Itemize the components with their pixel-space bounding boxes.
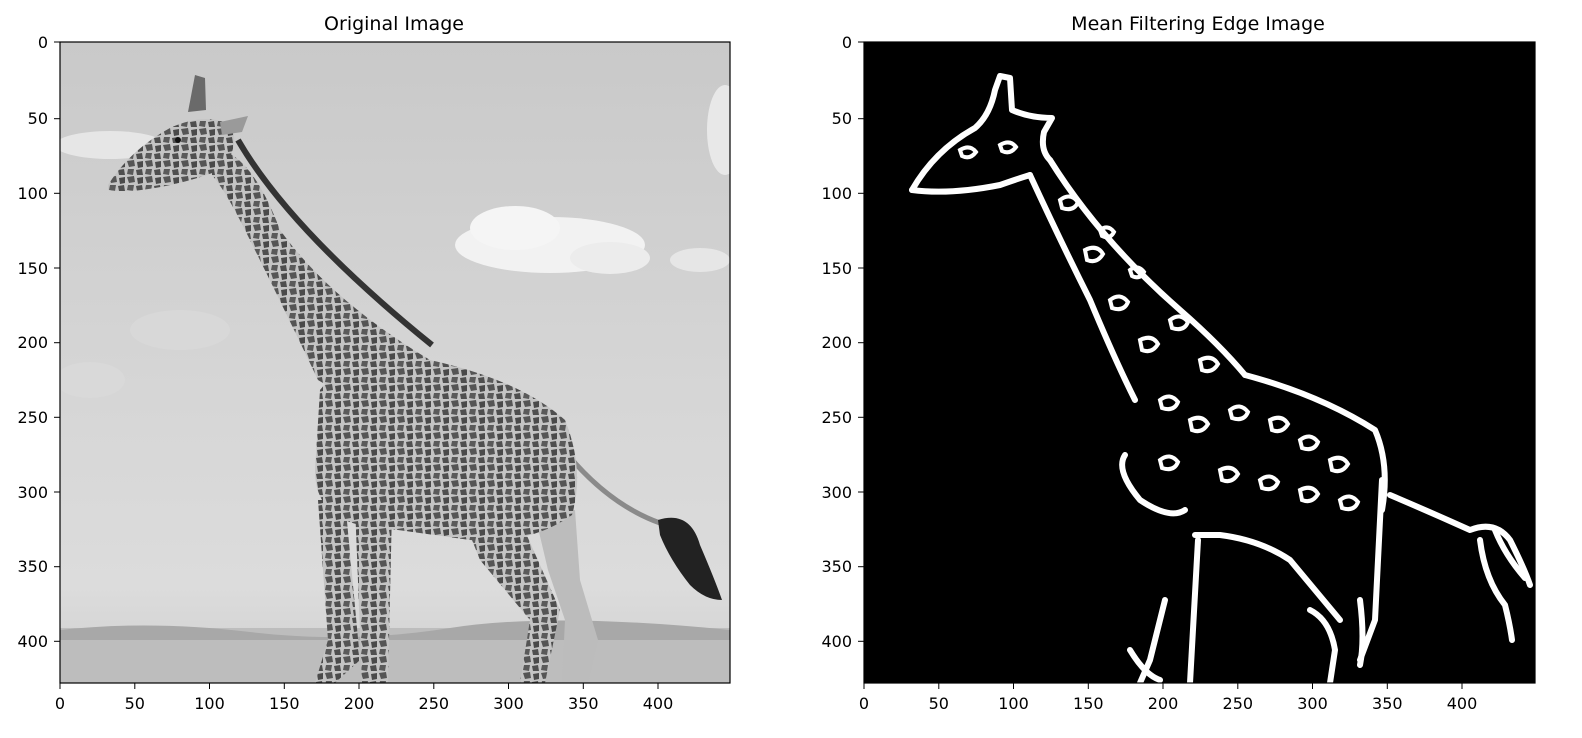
y-tick-label: 150 bbox=[821, 259, 852, 278]
y-tick-label: 100 bbox=[17, 184, 48, 203]
y-tick-label: 0 bbox=[38, 33, 48, 52]
x-tick-label: 150 bbox=[1073, 694, 1104, 713]
y-tick-label: 250 bbox=[821, 408, 852, 427]
x-tick-label: 0 bbox=[859, 694, 869, 713]
y-tick-label: 100 bbox=[821, 184, 852, 203]
x-tick-label: 200 bbox=[344, 694, 375, 713]
y-tick-label: 50 bbox=[28, 109, 48, 128]
panel-original: Original Image bbox=[17, 13, 731, 713]
y-axis bbox=[858, 41, 864, 642]
y-tick-label: 300 bbox=[17, 483, 48, 502]
x-tick-label: 50 bbox=[929, 694, 949, 713]
y-tick-label: 200 bbox=[821, 333, 852, 352]
x-tick-label: 350 bbox=[1372, 694, 1403, 713]
x-tick-label: 250 bbox=[1223, 694, 1254, 713]
x-tick-label: 250 bbox=[419, 694, 450, 713]
panel-title: Original Image bbox=[324, 13, 464, 35]
y-tick-label: 250 bbox=[17, 408, 48, 427]
x-tick-label: 150 bbox=[269, 694, 300, 713]
original-photo bbox=[60, 42, 730, 683]
x-tick-label: 350 bbox=[568, 694, 599, 713]
x-tick-label: 100 bbox=[998, 694, 1029, 713]
panel-title: Mean Filtering Edge Image bbox=[1071, 13, 1325, 35]
y-tick-label: 200 bbox=[17, 333, 48, 352]
x-axis bbox=[863, 683, 1463, 689]
y-tick-label: 350 bbox=[17, 557, 48, 576]
y-tick-label: 300 bbox=[821, 483, 852, 502]
x-axis bbox=[59, 683, 659, 689]
y-tick-label: 150 bbox=[17, 259, 48, 278]
x-tick-label: 200 bbox=[1148, 694, 1179, 713]
x-tick-label: 400 bbox=[1447, 694, 1478, 713]
y-tick-label: 50 bbox=[832, 109, 852, 128]
x-tick-label: 100 bbox=[194, 694, 225, 713]
y-tick-label: 0 bbox=[842, 33, 852, 52]
x-tick-label: 50 bbox=[125, 694, 145, 713]
y-axis bbox=[54, 41, 60, 642]
x-tick-label: 400 bbox=[643, 694, 674, 713]
x-tick-label: 300 bbox=[493, 694, 524, 713]
x-tick-label: 300 bbox=[1297, 694, 1328, 713]
panel-edges: Mean Filtering Edge Image bbox=[821, 13, 1536, 713]
edge-image bbox=[864, 42, 1535, 683]
giraffe bbox=[108, 75, 722, 683]
y-tick-label: 400 bbox=[17, 632, 48, 651]
x-tick-label: 0 bbox=[55, 694, 65, 713]
y-tick-label: 400 bbox=[821, 632, 852, 651]
y-tick-label: 350 bbox=[821, 557, 852, 576]
